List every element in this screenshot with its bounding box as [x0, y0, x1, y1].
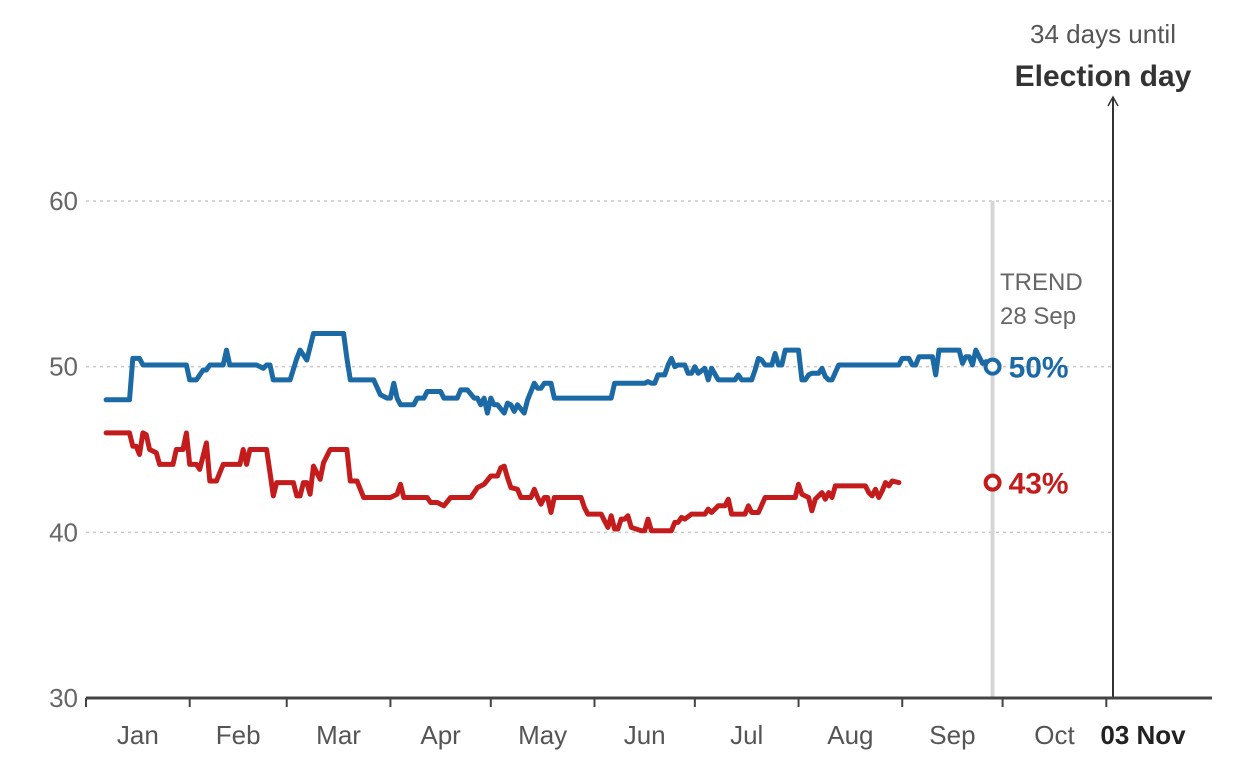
series-line-red	[103, 430, 902, 534]
x-tick-label-feb: Feb	[216, 720, 261, 750]
y-axis-ticks: 30 40 50 60	[49, 186, 78, 713]
series-lines: 50% 43%	[103, 331, 1069, 534]
y-tick-label-60: 60	[49, 186, 78, 216]
series-line-blue	[103, 331, 996, 416]
series-end-marker-blue	[983, 357, 1002, 376]
x-tick-label-aug: Aug	[827, 720, 873, 750]
y-tick-label-50: 50	[49, 352, 78, 382]
countdown-days-label: 34 days until	[1030, 19, 1176, 49]
trend-label: TREND	[1000, 269, 1083, 296]
countdown-election-label: Election day	[1015, 60, 1192, 93]
x-tick-label-mar: Mar	[316, 720, 361, 750]
x-tick-label-may: May	[518, 720, 567, 750]
election-marker	[1107, 95, 1119, 698]
series-end-label-blue: 50%	[1009, 352, 1069, 385]
x-tick-label-jun: Jun	[624, 720, 666, 750]
series-end-marker-red	[983, 473, 1002, 492]
x-tick-label-election-date: 03 Nov	[1100, 720, 1186, 750]
x-tick-label-jan: Jan	[117, 720, 159, 750]
trend-date-label: 28 Sep	[1000, 303, 1076, 330]
y-tick-label-30: 30	[49, 683, 78, 713]
y-tick-label-40: 40	[49, 517, 78, 547]
x-tick-label-jul: Jul	[730, 720, 763, 750]
election-day-arrowhead	[1107, 95, 1119, 107]
x-tick-label-apr: Apr	[420, 720, 461, 750]
x-axis: Jan Feb Mar Apr May Jun Jul Aug Sep Oct 03 Nov	[85, 696, 1212, 750]
series-end-label-red: 43%	[1009, 468, 1069, 501]
x-tick-label-oct: Oct	[1034, 720, 1075, 750]
gridlines	[86, 200, 1113, 534]
x-tick-label-sep: Sep	[929, 720, 975, 750]
